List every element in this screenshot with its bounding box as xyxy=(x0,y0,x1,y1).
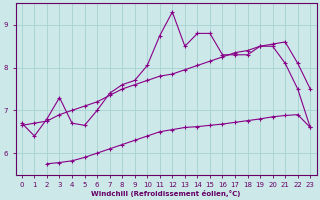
X-axis label: Windchill (Refroidissement éolien,°C): Windchill (Refroidissement éolien,°C) xyxy=(92,190,241,197)
